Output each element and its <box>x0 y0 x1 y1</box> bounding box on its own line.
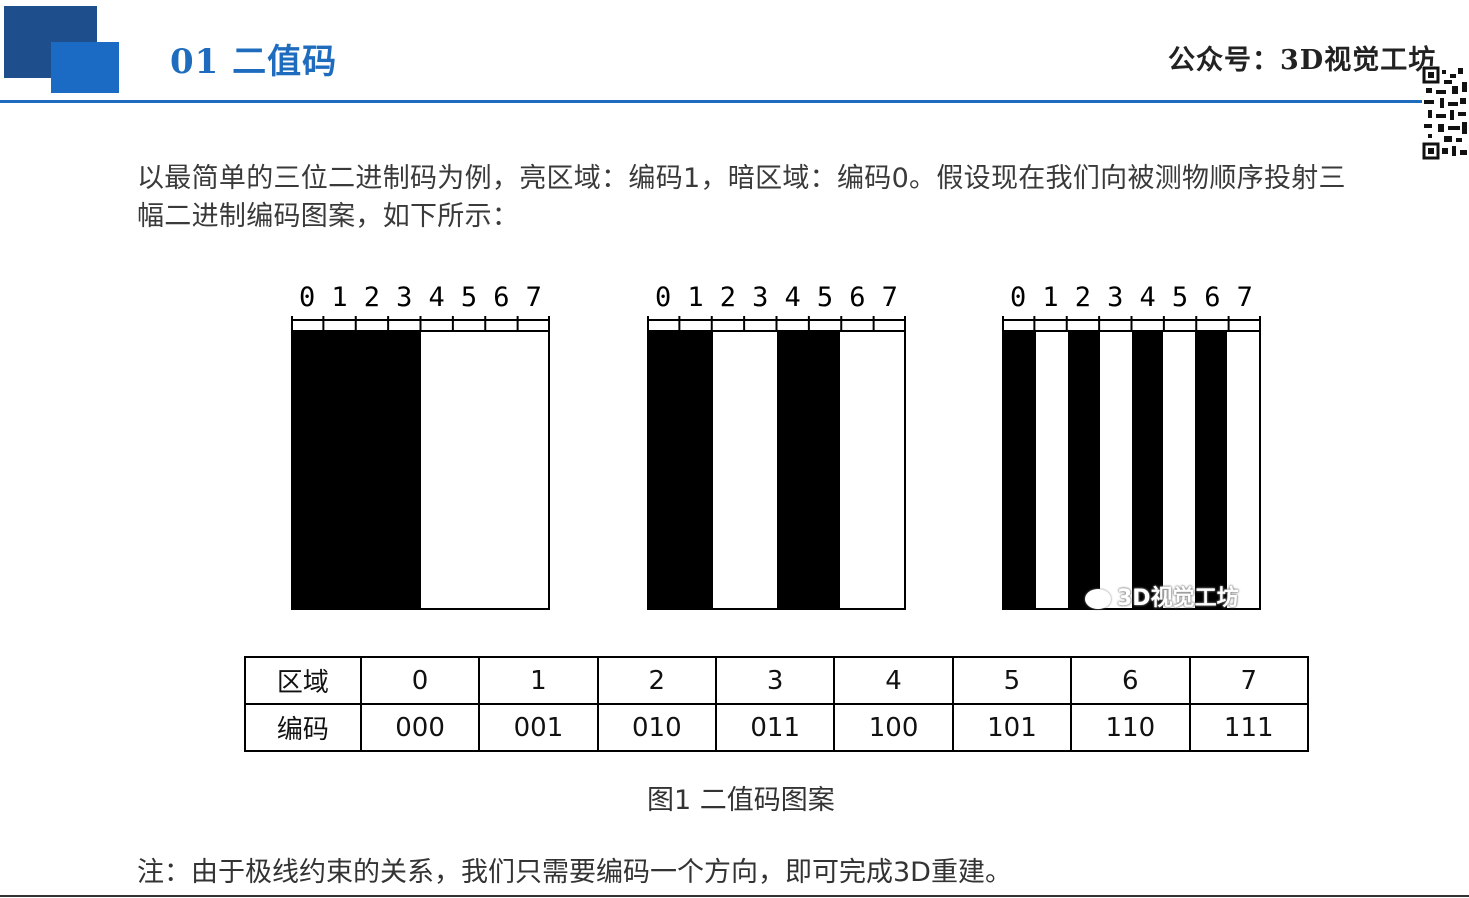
intro-paragraph: 以最简单的三位二进制码为例，亮区域：编码1，暗区域：编码0。假设现在我们向被测物… <box>137 163 1346 232</box>
digit-label: 6 <box>1204 282 1221 313</box>
footnote: 注：由于极线约束的关系，我们只需要编码一个方向，即可完成3D重建。 <box>137 857 1012 888</box>
footer-divider <box>0 895 1469 897</box>
table-row: 编码 000 001 010 011 100 101 110 111 <box>244 703 1309 752</box>
stripe-field <box>291 330 550 610</box>
digit-label: 5 <box>460 282 478 313</box>
dark-stripe <box>324 332 357 608</box>
dark-stripe <box>649 332 681 608</box>
code-table: 区域 0 1 2 3 4 5 6 7 编码 000 001 010 011 10… <box>244 656 1309 752</box>
digit-label: 5 <box>1171 282 1189 313</box>
dark-stripe <box>1067 332 1100 608</box>
table-cell: 7 <box>1188 656 1309 705</box>
digit-label: 3 <box>752 282 769 313</box>
table-cell: 6 <box>1070 656 1191 705</box>
ruler <box>647 316 906 330</box>
bright-stripe <box>1099 332 1132 608</box>
watermark-text: 3D视觉工坊 <box>1117 586 1239 611</box>
table-cell: 1 <box>478 656 599 705</box>
dark-stripe <box>1131 332 1164 608</box>
code-header: 编码 <box>244 703 362 752</box>
digit-label: 4 <box>784 282 801 313</box>
stripe-field <box>1002 330 1261 610</box>
table-cell: 110 <box>1070 703 1191 752</box>
logo-square-light <box>51 42 119 93</box>
digit-label: 7 <box>525 282 542 313</box>
digit-label: 6 <box>493 282 510 313</box>
figure-caption: 图1 二值码图案 <box>647 785 835 816</box>
digit-label: 7 <box>1236 282 1253 313</box>
bright-stripe <box>1163 332 1196 608</box>
brand-label: 公众号：3D视觉工坊 <box>1168 45 1437 76</box>
table-cell: 3 <box>714 656 836 705</box>
digit-label: 6 <box>849 282 866 313</box>
bright-stripe <box>516 332 548 608</box>
stripe-field <box>647 330 906 610</box>
dark-stripe <box>680 332 713 608</box>
watermark: 3D视觉工坊 <box>1085 580 1239 612</box>
digit-label: 0 <box>655 282 672 313</box>
bright-stripe <box>744 332 777 608</box>
table-cell: 100 <box>833 703 954 752</box>
qr-code-icon <box>1422 66 1469 162</box>
bright-stripe <box>1035 332 1068 608</box>
bright-stripe <box>420 332 453 608</box>
digit-label: 4 <box>1139 282 1156 313</box>
wechat-icon <box>1085 589 1111 609</box>
bright-stripe <box>452 332 485 608</box>
digit-label: 2 <box>719 282 737 313</box>
dark-stripe <box>356 332 389 608</box>
table-cell: 001 <box>478 703 599 752</box>
digit-label: 2 <box>1074 282 1092 313</box>
digit-label: 1 <box>1042 282 1059 313</box>
dark-stripe <box>293 332 325 608</box>
digit-label: 2 <box>363 282 381 313</box>
digit-label: 3 <box>1107 282 1124 313</box>
ruler <box>1002 316 1261 330</box>
slide-title: 01 二值码 <box>170 42 338 82</box>
digit-label: 1 <box>331 282 348 313</box>
dark-stripe <box>388 332 421 608</box>
digit-label: 0 <box>1010 282 1027 313</box>
digit-label: 7 <box>881 282 898 313</box>
digit-label: 4 <box>428 282 445 313</box>
table-cell: 5 <box>951 656 1073 705</box>
table-cell: 2 <box>596 656 718 705</box>
bright-stripe <box>484 332 517 608</box>
table-cell: 4 <box>833 656 954 705</box>
ruler <box>291 316 550 330</box>
table-cell: 000 <box>359 703 481 752</box>
bright-stripe <box>712 332 745 608</box>
table-cell: 010 <box>596 703 718 752</box>
digit-label: 3 <box>396 282 413 313</box>
table-row: 区域 0 1 2 3 4 5 6 7 <box>244 656 1309 705</box>
digit-label: 1 <box>687 282 704 313</box>
table-cell: 101 <box>951 703 1073 752</box>
table-cell: 0 <box>359 656 481 705</box>
header-divider <box>0 100 1469 103</box>
digit-label: 0 <box>299 282 316 313</box>
bright-stripe <box>1227 332 1259 608</box>
dark-stripe <box>808 332 841 608</box>
dark-stripe <box>776 332 809 608</box>
bright-stripe <box>872 332 904 608</box>
dark-stripe <box>1195 332 1228 608</box>
bright-stripe <box>840 332 873 608</box>
table-cell: 011 <box>714 703 836 752</box>
dark-stripe <box>1004 332 1036 608</box>
digit-label: 5 <box>816 282 834 313</box>
table-cell: 111 <box>1188 703 1309 752</box>
region-header: 区域 <box>244 656 362 705</box>
